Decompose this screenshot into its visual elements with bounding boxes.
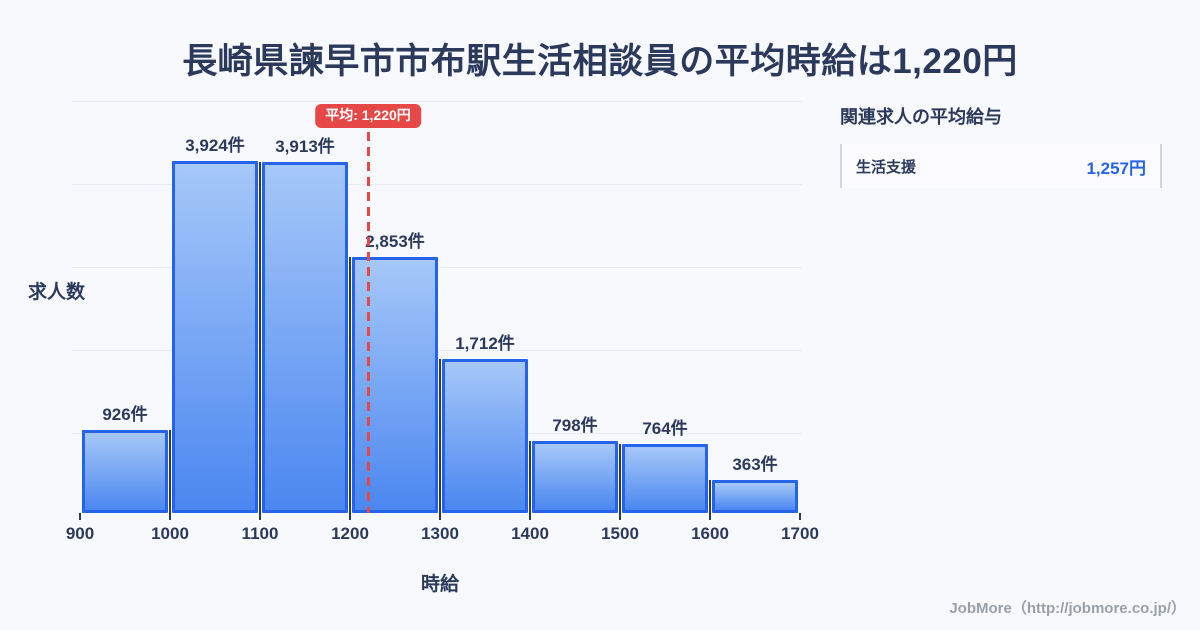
related-jobs-list: 生活支援 1,257円: [840, 144, 1162, 188]
x-tick-mark: [349, 257, 351, 520]
x-tick-label: 1700: [781, 524, 819, 543]
related-job-row: 生活支援 1,257円: [840, 144, 1162, 188]
x-tick-mark: [259, 162, 261, 520]
bar-value-label: 798件: [552, 416, 598, 435]
bar-value-label: 764件: [642, 419, 688, 438]
x-tick-mark: [529, 441, 531, 520]
job-category-label: 生活支援: [856, 158, 917, 176]
x-tick-label: 1400: [511, 524, 549, 543]
gridline: [72, 101, 802, 102]
bar: [622, 444, 708, 513]
average-line: [366, 132, 370, 513]
x-axis-label: 時給: [420, 574, 460, 595]
bar: [172, 161, 258, 513]
x-tick-label: 1600: [691, 524, 729, 543]
x-tick-mark: [169, 430, 171, 520]
gridline: [72, 184, 802, 185]
x-tick-label: 1200: [331, 524, 369, 543]
x-tick-mark: [619, 444, 621, 520]
bar-value-label: 2,853件: [365, 232, 425, 251]
bar-value-label: 3,913件: [275, 137, 335, 156]
bar-value-label: 363件: [732, 455, 778, 474]
x-tick-label: 900: [65, 524, 95, 543]
bar: [262, 162, 348, 513]
x-tick-mark: [709, 480, 711, 520]
job-average-wage: 1,257円: [1086, 158, 1146, 178]
average-badge: 平均: 1,220円: [315, 104, 421, 128]
bar: [442, 359, 528, 513]
y-axis-label: 求人数: [28, 282, 86, 303]
x-tick-mark: [799, 513, 801, 520]
bar: [352, 257, 438, 513]
x-tick-label: 1000: [151, 524, 189, 543]
bar-value-label: 1,712件: [455, 334, 515, 353]
bar-value-label: 3,924件: [185, 136, 245, 155]
bar: [712, 480, 798, 513]
x-tick-mark: [439, 359, 441, 520]
related-jobs-header: 関連求人の平均給与: [840, 107, 1002, 127]
footer-credit: JobMore（http://jobmore.co.jp/）: [949, 600, 1186, 617]
x-tick-label: 1100: [241, 524, 279, 543]
x-tick-label: 1500: [601, 524, 639, 543]
bar-value-label: 926件: [102, 405, 148, 424]
bar: [532, 441, 618, 513]
x-tick-mark: [79, 513, 81, 520]
bar: [82, 430, 168, 513]
page-title: 長崎県諫早市市布駅生活相談員の平均時給は1,220円: [182, 42, 1018, 81]
x-tick-label: 1300: [421, 524, 459, 543]
